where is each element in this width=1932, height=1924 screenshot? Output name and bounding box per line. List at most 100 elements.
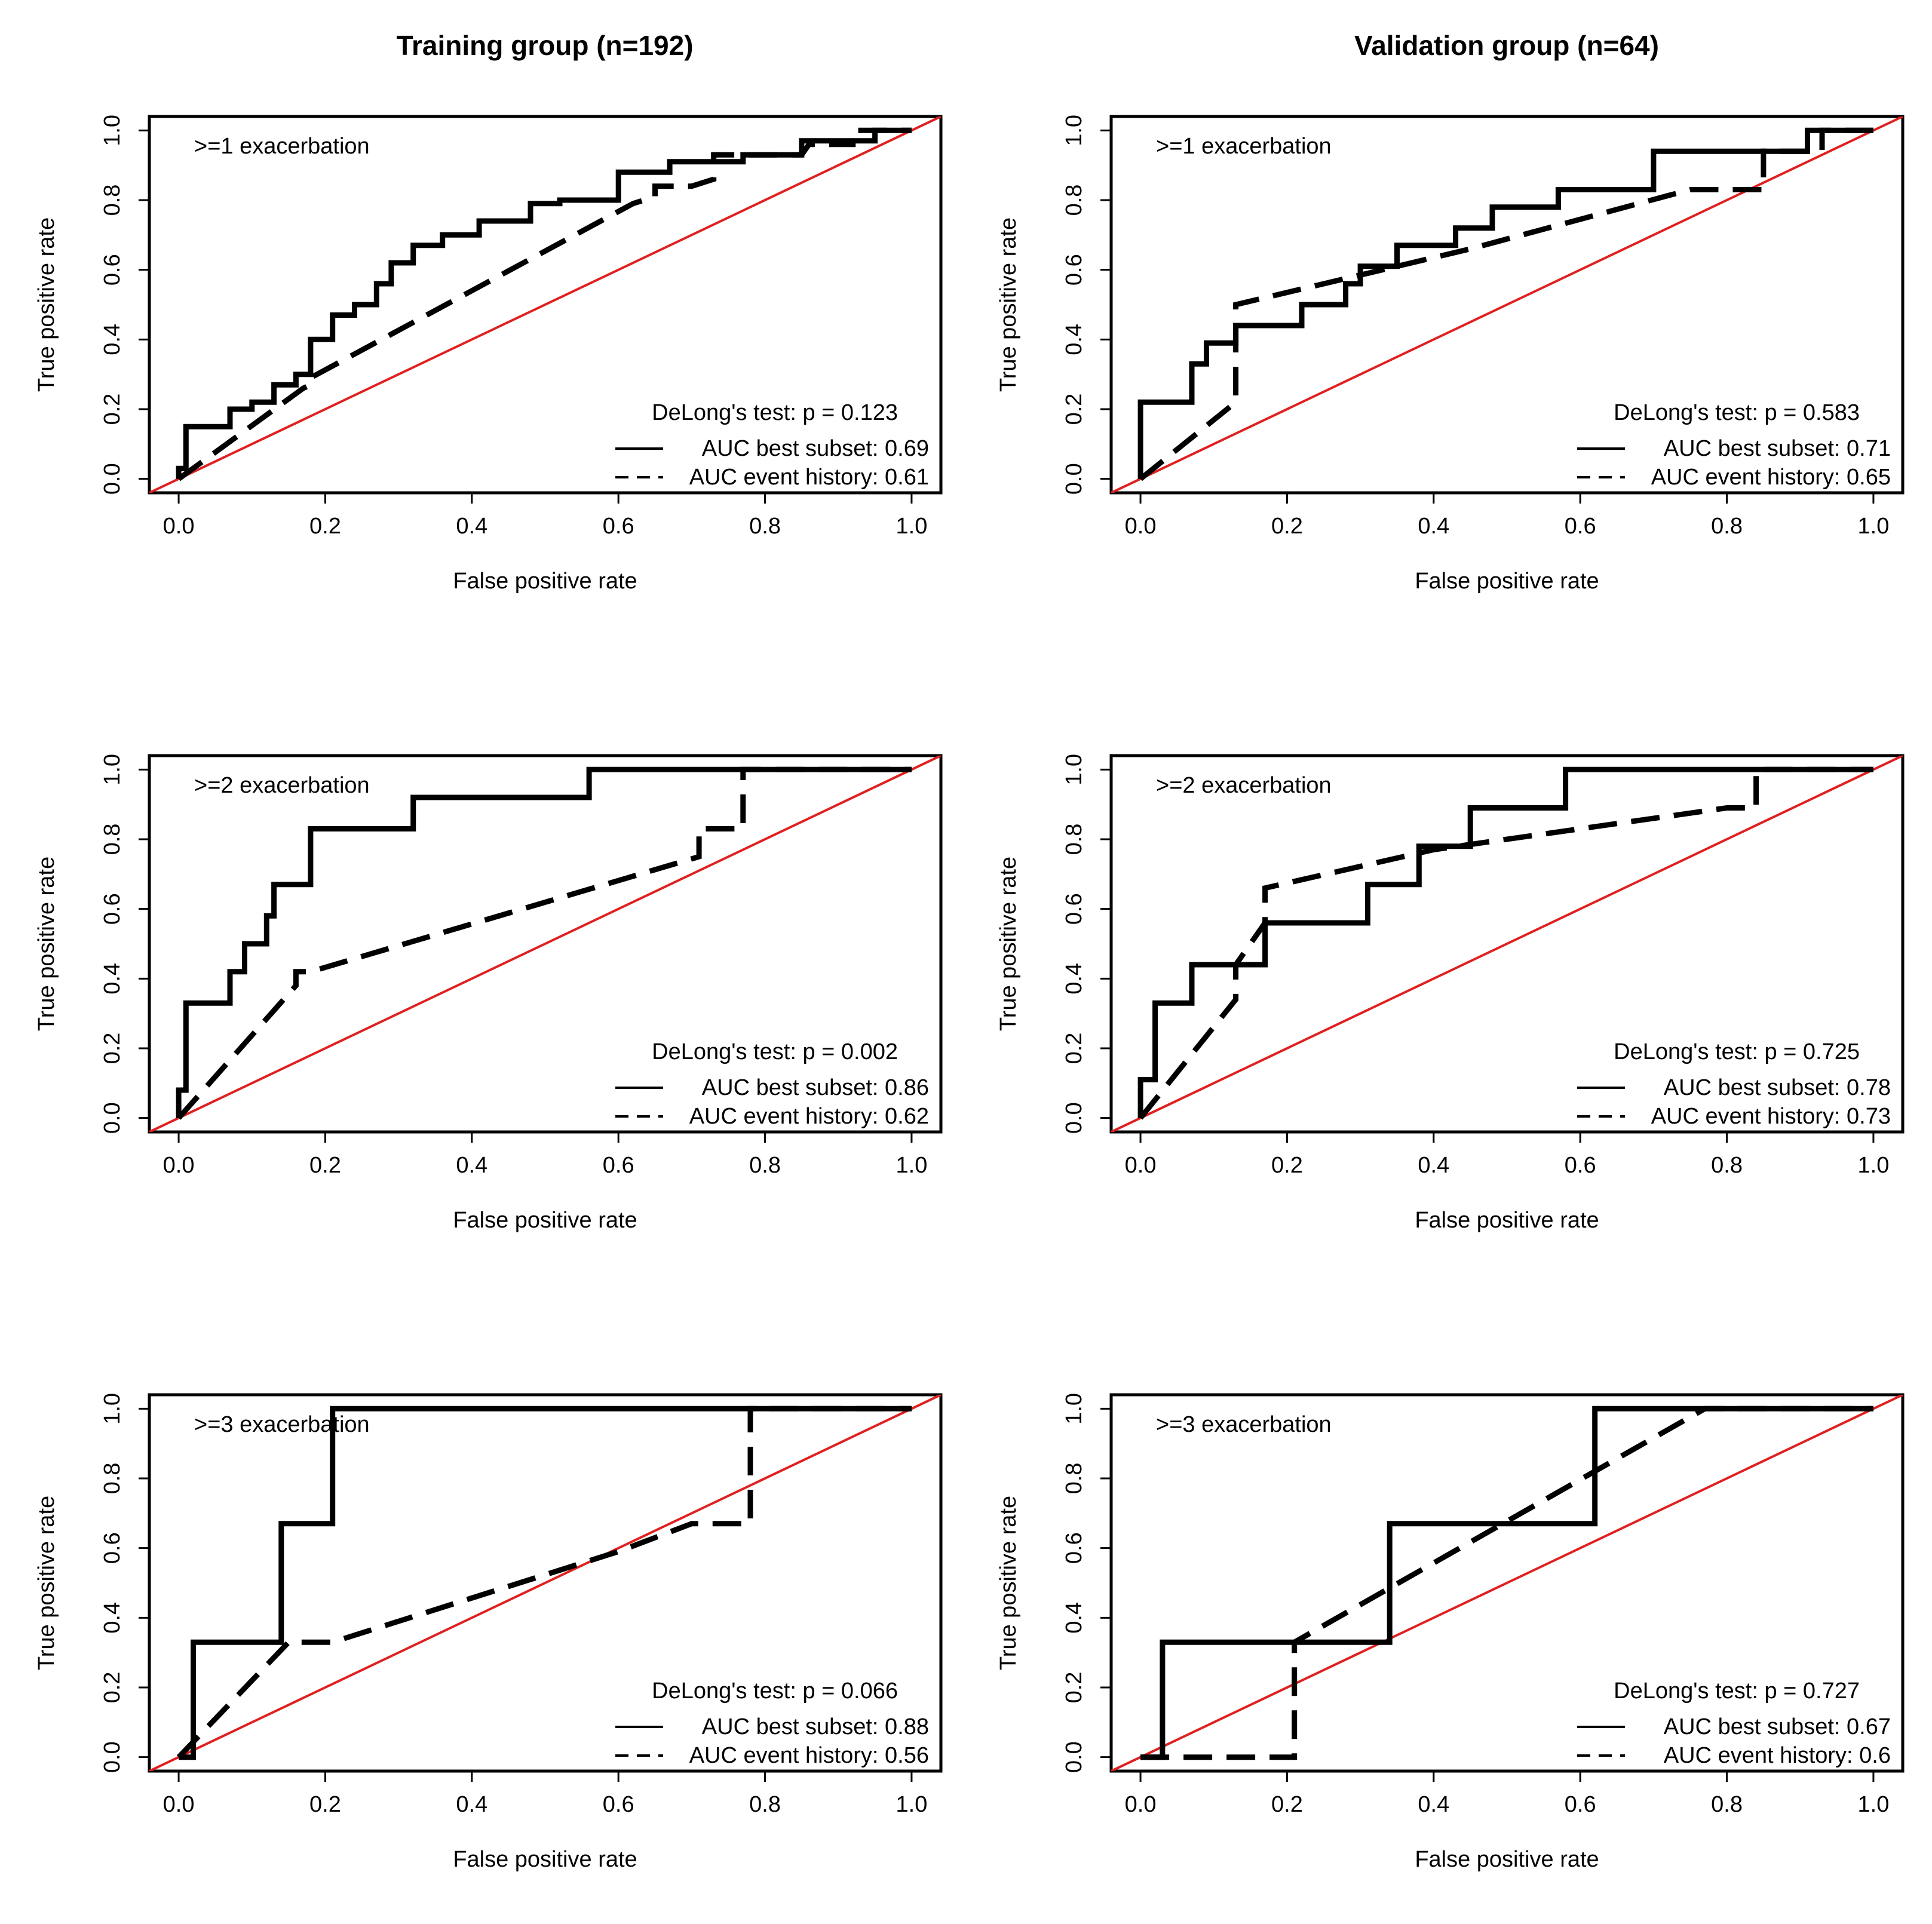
y-tick-label: 1.0 [100, 754, 125, 785]
x-axis-label: False positive rate [1415, 1208, 1599, 1233]
y-tick-label: 0.0 [100, 463, 125, 495]
x-tick-label: 0.8 [749, 1792, 781, 1817]
x-tick-label: 0.4 [1418, 1792, 1449, 1817]
delong-test-text: DeLong's test: p = 0.123 [652, 400, 898, 425]
legend-entry: AUC event history: 0.62 [689, 1104, 929, 1129]
y-tick-label: 1.0 [1062, 1393, 1087, 1425]
y-tick-label: 0.0 [1062, 1741, 1087, 1773]
x-tick-label: 0.6 [1565, 1792, 1596, 1817]
delong-test-text: DeLong's test: p = 0.727 [1614, 1678, 1860, 1704]
roc-panel-train-3: 0.0 0.2 0.4 0.6 0.8 1.0 0.0 0.2 0.4 0.6 0.8 1.0 Fals… [34, 1393, 943, 1872]
roc-curve-event-history [176, 1406, 912, 1759]
roc-curve-best-subset [1137, 766, 1873, 1118]
legend-entry: AUC best subset: 0.69 [702, 436, 929, 461]
x-tick-label: 1.0 [1858, 1153, 1890, 1178]
y-tick-label: 0.6 [100, 1532, 125, 1564]
x-tick-label: 1.0 [1858, 514, 1890, 539]
y-tick-label: 0.8 [100, 185, 125, 216]
y-tick-label: 0.4 [1062, 1602, 1087, 1634]
x-tick-label: 0.6 [603, 1792, 634, 1817]
y-axis-label: True positive rate [996, 857, 1021, 1031]
reference-diagonal [1111, 116, 1903, 493]
y-tick-label: 0.4 [1062, 324, 1087, 355]
y-tick-label: 1.0 [1062, 754, 1087, 785]
y-tick-label: 0.8 [1062, 824, 1087, 855]
y-tick-label: 0.8 [100, 1463, 125, 1495]
x-tick-label: 0.2 [309, 1153, 341, 1178]
x-tick-label: 0.6 [1565, 1153, 1596, 1178]
delong-test-text: DeLong's test: p = 0.725 [1614, 1039, 1860, 1064]
x-axis-label: False positive rate [1415, 1847, 1599, 1872]
x-tick-label: 0.8 [749, 514, 781, 539]
x-tick-label: 0.6 [603, 1153, 634, 1178]
x-tick-label: 0.8 [749, 1153, 781, 1178]
y-tick-label: 0.6 [1062, 1532, 1087, 1564]
delong-test-text: DeLong's test: p = 0.583 [1614, 400, 1860, 425]
reference-diagonal [1111, 756, 1903, 1132]
x-tick-label: 0.0 [163, 1153, 195, 1178]
column-title-training: Training group (n=192) [396, 30, 693, 61]
x-tick-label: 1.0 [896, 1153, 928, 1178]
y-tick-label: 0.6 [100, 254, 125, 286]
x-tick-label: 0.4 [1418, 1153, 1449, 1178]
panel-label: >=2 exacerbation [1156, 773, 1332, 798]
legend-entry: AUC event history: 0.65 [1651, 465, 1891, 490]
plot-frame [148, 1393, 943, 1773]
roc-curve-event-history [1139, 127, 1873, 481]
roc-panel-val-3: 0.0 0.2 0.4 0.6 0.8 1.0 0.0 0.2 0.4 0.6 0.8 1.0 Fals… [996, 1393, 1905, 1872]
panel-label: >=3 exacerbation [194, 1412, 370, 1437]
y-axis-label: True positive rate [34, 1496, 59, 1670]
roc-curve-best-subset [176, 766, 912, 1118]
legend-entry: AUC event history: 0.61 [689, 465, 929, 490]
x-tick-label: 1.0 [1858, 1792, 1890, 1817]
y-tick-label: 0.6 [1062, 254, 1087, 286]
legend-entry: AUC best subset: 0.71 [1664, 436, 1891, 461]
x-tick-label: 0.2 [1271, 1153, 1303, 1178]
y-tick-label: 1.0 [100, 115, 125, 146]
x-tick-label: 0.2 [1271, 514, 1303, 539]
legend-entry: AUC event history: 0.73 [1651, 1104, 1891, 1129]
legend-entry: AUC best subset: 0.88 [702, 1714, 929, 1739]
panel-label: >=1 exacerbation [1156, 134, 1332, 159]
y-tick-label: 0.0 [100, 1102, 125, 1134]
x-tick-label: 0.2 [1271, 1792, 1303, 1817]
x-tick-label: 0.8 [1711, 1792, 1743, 1817]
roc-panel-val-2: 0.0 0.2 0.4 0.6 0.8 1.0 0.0 0.2 0.4 0.6 0.8 1.0 Fals… [996, 754, 1905, 1233]
x-tick-label: 0.2 [309, 514, 341, 539]
y-tick-label: 0.8 [1062, 1463, 1087, 1495]
x-tick-label: 0.4 [456, 514, 487, 539]
x-tick-label: 0.8 [1711, 1153, 1743, 1178]
reference-diagonal [149, 756, 941, 1132]
roc-curve-event-history [1140, 1406, 1873, 1760]
y-tick-label: 0.0 [1062, 1102, 1087, 1134]
x-tick-label: 0.0 [1125, 1792, 1157, 1817]
x-tick-label: 0.8 [1711, 514, 1743, 539]
x-axis-label: False positive rate [453, 569, 637, 594]
reference-diagonal [149, 1395, 941, 1771]
y-tick-label: 1.0 [1062, 115, 1087, 146]
y-axis-label: True positive rate [34, 857, 59, 1031]
reference-diagonal [1111, 1395, 1903, 1771]
y-tick-label: 0.2 [1062, 1672, 1087, 1704]
plot-frame [148, 115, 943, 495]
plot-frame [1109, 754, 1905, 1134]
y-tick-label: 0.2 [100, 394, 125, 425]
roc-panel-val-1: 0.0 0.2 0.4 0.6 0.8 1.0 0.0 0.2 0.4 0.6 0.8 1.0 Fals… [996, 115, 1905, 594]
plot-frame [1109, 1393, 1905, 1773]
x-tick-label: 0.4 [1418, 514, 1449, 539]
x-tick-label: 0.2 [309, 1792, 341, 1817]
legend-entry: AUC best subset: 0.67 [1664, 1714, 1891, 1739]
x-tick-label: 1.0 [896, 1792, 928, 1817]
x-tick-label: 1.0 [896, 514, 928, 539]
roc-curve-best-subset [1140, 1406, 1873, 1760]
y-tick-label: 0.6 [100, 893, 125, 925]
legend-entry: AUC best subset: 0.86 [702, 1075, 929, 1100]
reference-diagonal [149, 116, 941, 493]
roc-panel-train-2: 0.0 0.2 0.4 0.6 0.8 1.0 0.0 0.2 0.4 0.6 0.8 1.0 Fals… [34, 754, 943, 1233]
x-tick-label: 0.0 [163, 514, 195, 539]
y-tick-label: 0.2 [100, 1672, 125, 1704]
column-title-validation: Validation group (n=64) [1354, 30, 1659, 61]
legend-entry: AUC best subset: 0.78 [1664, 1075, 1891, 1100]
plot-frame [1109, 115, 1905, 495]
